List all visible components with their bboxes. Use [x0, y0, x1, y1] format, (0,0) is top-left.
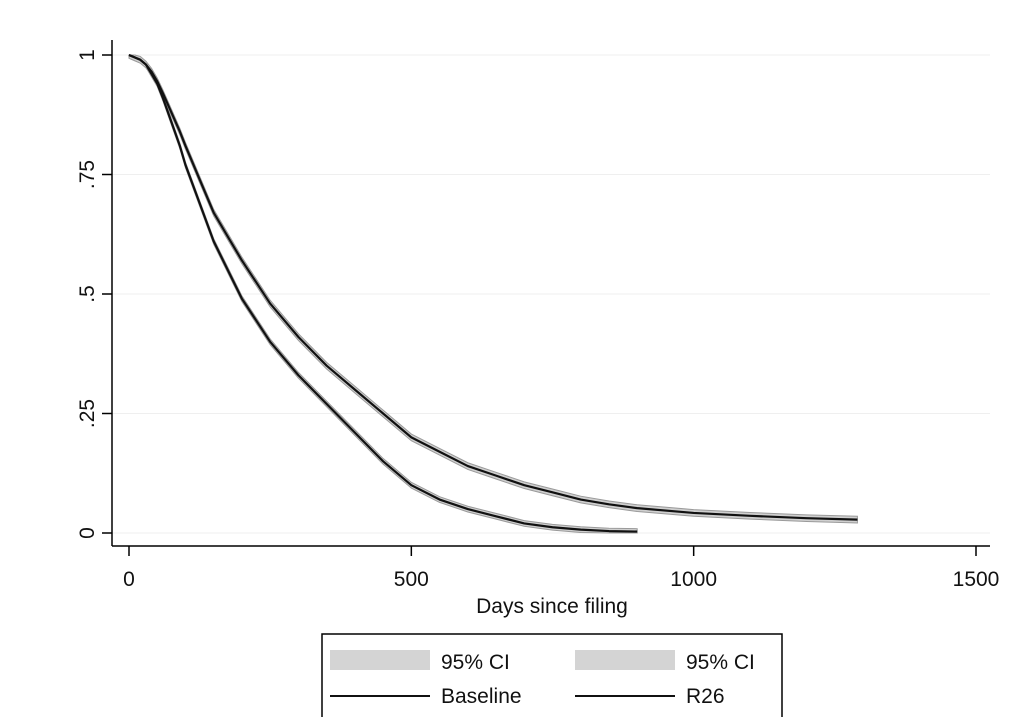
- legend-label-ci-2: 95% CI: [686, 651, 755, 674]
- grid-lines: [112, 54, 990, 534]
- series-line-r26: [128, 53, 858, 521]
- y-ticks: 0 .25 .5 .75 1: [76, 49, 112, 539]
- y-tick-label-3: .75: [76, 160, 99, 189]
- legend-label-r26: R26: [686, 685, 725, 708]
- legend-label-baseline: Baseline: [441, 685, 522, 708]
- legend-box: [321, 633, 783, 717]
- legend-label-ci-1: 95% CI: [441, 651, 510, 674]
- legend-swatch-ci-r26: [575, 650, 675, 670]
- axes: [111, 40, 990, 547]
- y-tick-label-1: .25: [76, 399, 99, 428]
- x-tick-label-0: 0: [123, 568, 135, 591]
- y-tick-label-0: 0: [76, 527, 99, 539]
- x-axis-label: Days since filing: [476, 595, 628, 618]
- legend: 95% CI 95% CI Baseline R26: [321, 633, 783, 717]
- y-tick-label-2: .5: [76, 285, 99, 303]
- x-ticks: 0 500 1000 1500: [123, 546, 999, 591]
- series-line-baseline: [128, 53, 638, 533]
- ci-band-r26: [128, 54, 858, 524]
- x-tick-label-3: 1500: [953, 568, 1000, 591]
- x-tick-label-1: 500: [394, 568, 429, 591]
- series-lines: [128, 53, 858, 533]
- y-tick-label-4: 1: [76, 49, 99, 61]
- legend-swatch-ci-baseline: [330, 650, 430, 670]
- x-tick-label-2: 1000: [670, 568, 717, 591]
